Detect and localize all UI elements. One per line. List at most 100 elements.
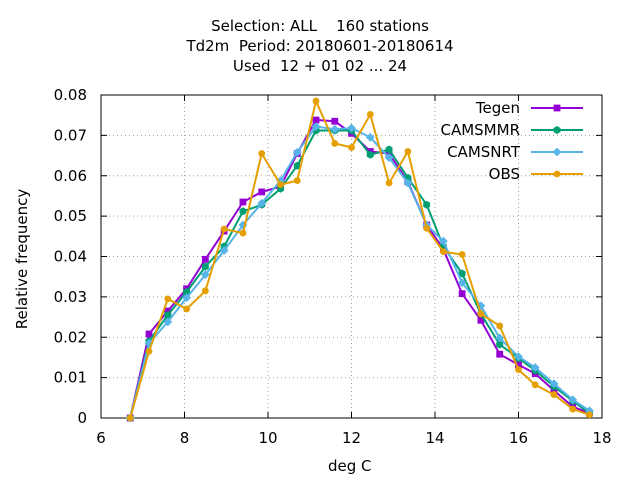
legend-sample-tegen bbox=[531, 104, 583, 112]
y-tick-label: 0.06 bbox=[54, 167, 87, 185]
series-obs bbox=[126, 97, 593, 422]
data-point-camsnrt bbox=[347, 123, 356, 133]
series-lines bbox=[125, 97, 594, 423]
data-point-camsnrt bbox=[163, 317, 173, 327]
x-tick-label: 12 bbox=[342, 429, 361, 447]
data-point-obs bbox=[496, 322, 504, 330]
data-point-camsnrt bbox=[568, 395, 578, 405]
data-point-camsmmr bbox=[385, 145, 393, 154]
data-point-camsmmr bbox=[423, 200, 431, 209]
series-tegen bbox=[126, 116, 593, 422]
data-point-camsmmr bbox=[366, 150, 374, 159]
data-point-camsnrt bbox=[403, 178, 413, 188]
legend-label-camsmmr: CAMSMMR bbox=[440, 121, 520, 139]
data-point-obs bbox=[550, 391, 558, 398]
legend-marker-camsmmr bbox=[553, 126, 561, 134]
y-tick-label: 0.08 bbox=[54, 86, 87, 104]
data-point-camsmmr bbox=[164, 311, 172, 319]
data-point-tegen bbox=[477, 316, 485, 324]
legend-marker-camsnrt bbox=[552, 147, 562, 157]
y-tick-label: 0.03 bbox=[54, 288, 87, 306]
data-point-obs bbox=[277, 181, 284, 189]
data-point-obs bbox=[366, 110, 374, 118]
y-tick-label: 0.02 bbox=[54, 328, 87, 346]
data-point-obs bbox=[293, 177, 301, 184]
data-point-obs bbox=[586, 411, 593, 419]
data-point-tegen bbox=[312, 116, 320, 124]
data-point-tegen bbox=[258, 188, 266, 196]
data-point-obs bbox=[164, 295, 172, 303]
data-point-camsnrt bbox=[530, 363, 540, 372]
data-point-camsnrt bbox=[384, 153, 394, 162]
data-point-camsnrt bbox=[238, 220, 248, 230]
data-point-camsmmr bbox=[239, 207, 247, 216]
chart-title-line-3: Used 12 + 01 02 ... 24 bbox=[232, 57, 408, 75]
data-point-tegen bbox=[145, 330, 153, 338]
data-point-camsnrt bbox=[457, 278, 467, 288]
y-tick-label: 0.04 bbox=[54, 248, 87, 266]
data-point-obs bbox=[477, 310, 485, 318]
data-point-camsmmr bbox=[496, 340, 504, 349]
y-tick-label: 0.05 bbox=[54, 207, 87, 225]
legend-label-obs: OBS bbox=[488, 165, 520, 183]
legend-marker-obs bbox=[553, 170, 561, 178]
data-point-obs bbox=[126, 414, 134, 422]
x-tick-label: 16 bbox=[509, 429, 528, 447]
chart-title-line-2: Td2m Period: 20180601-20180614 bbox=[186, 37, 454, 55]
x-tick-label: 8 bbox=[180, 429, 190, 447]
data-point-obs bbox=[331, 140, 339, 147]
data-point-tegen bbox=[201, 255, 209, 263]
x-tick-label: 14 bbox=[425, 429, 444, 447]
data-point-camsnrt bbox=[311, 122, 321, 131]
legend-sample-obs bbox=[531, 170, 583, 178]
chart-title-line-1: Selection: ALL 160 stations bbox=[211, 17, 429, 35]
legend-sample-camsnrt bbox=[531, 147, 583, 157]
legend-marker-tegen bbox=[553, 104, 561, 112]
data-point-obs bbox=[201, 287, 209, 295]
data-point-camsmmr bbox=[293, 161, 301, 170]
legend-label-tegen: Tegen bbox=[475, 99, 520, 117]
data-point-camsnrt bbox=[549, 379, 559, 389]
legend-label-camsnrt: CAMSNRT bbox=[447, 143, 520, 161]
data-point-camsmmr bbox=[458, 269, 466, 278]
data-point-obs bbox=[423, 224, 431, 232]
data-point-tegen bbox=[458, 290, 466, 298]
data-point-camsnrt bbox=[182, 293, 191, 303]
data-point-obs bbox=[458, 251, 466, 258]
data-point-camsnrt bbox=[438, 236, 448, 246]
legend bbox=[531, 104, 583, 178]
data-point-obs bbox=[569, 405, 577, 413]
data-point-tegen bbox=[515, 361, 522, 369]
series-line-obs bbox=[129, 100, 590, 419]
data-point-obs bbox=[145, 347, 153, 355]
data-point-tegen bbox=[331, 117, 339, 125]
data-point-camsnrt bbox=[219, 246, 229, 255]
data-point-obs bbox=[239, 229, 247, 237]
data-point-obs bbox=[515, 366, 522, 373]
data-point-camsnrt bbox=[257, 198, 267, 208]
y-tick-label: 0.01 bbox=[54, 369, 87, 387]
data-point-tegen bbox=[550, 387, 558, 394]
data-point-obs bbox=[385, 179, 393, 187]
data-point-obs bbox=[404, 148, 412, 155]
data-point-obs bbox=[220, 225, 228, 233]
data-point-camsnrt bbox=[292, 147, 302, 157]
axis-ticks: 6 8 10 12 14 16 18 0 0.01 0.02 0.03 0.04 0.05 0.06 0.0… bbox=[54, 86, 612, 447]
data-point-obs bbox=[258, 150, 266, 157]
data-point-tegen bbox=[239, 198, 247, 206]
data-point-obs bbox=[183, 305, 190, 313]
y-tick-label: 0 bbox=[77, 409, 87, 427]
x-tick-label: 18 bbox=[592, 429, 611, 447]
x-axis-title: deg C bbox=[328, 457, 372, 475]
x-tick-label: 10 bbox=[258, 429, 277, 447]
legend-sample-camsmmr bbox=[531, 126, 583, 134]
data-point-obs bbox=[439, 248, 447, 256]
y-axis-title: Relative frequency bbox=[13, 188, 31, 330]
data-point-camsmmr bbox=[201, 262, 209, 271]
data-point-camsnrt bbox=[514, 352, 523, 362]
data-point-obs bbox=[348, 144, 355, 151]
x-tick-label: 6 bbox=[96, 429, 106, 447]
data-point-camsnrt bbox=[365, 132, 375, 142]
data-point-obs bbox=[312, 97, 320, 105]
